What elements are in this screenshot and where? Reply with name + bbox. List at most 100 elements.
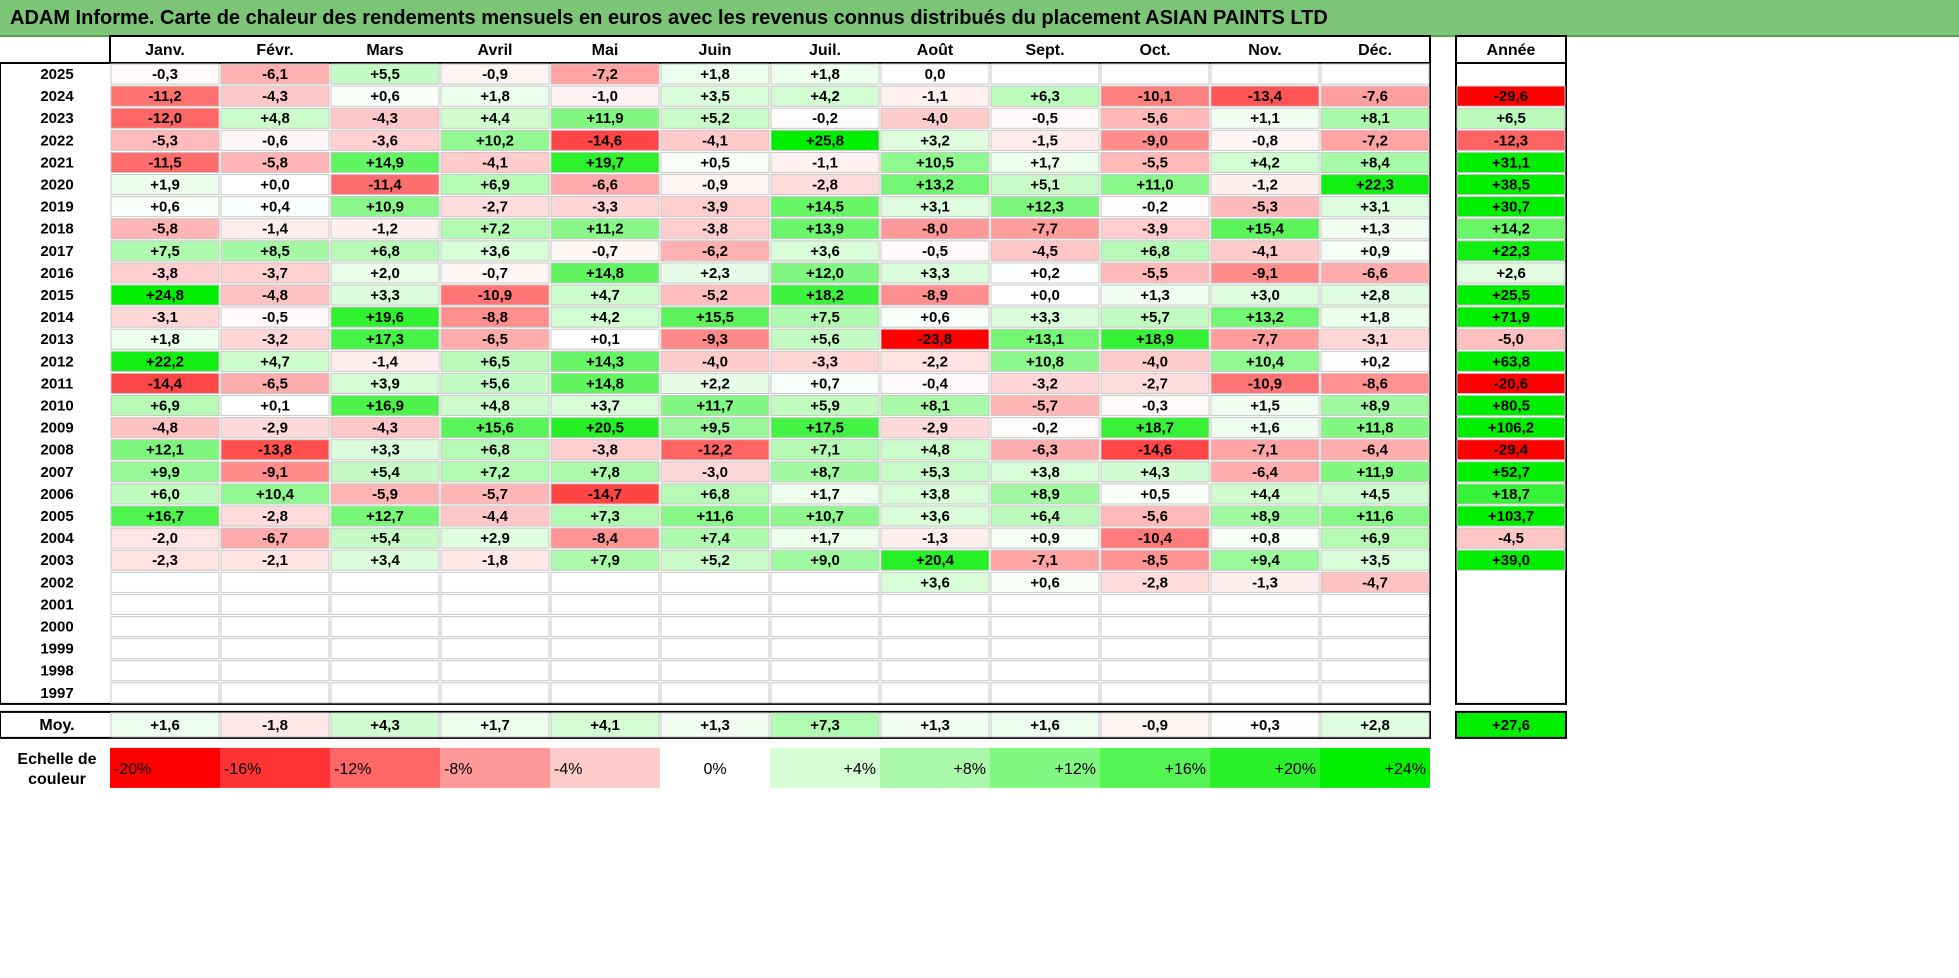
annual-value-2023: +6,5 bbox=[1496, 110, 1526, 127]
cell-value-2012-7: -3,3 bbox=[812, 353, 838, 370]
year-label-2000: 2000 bbox=[40, 619, 73, 636]
year-label-2003: 2003 bbox=[40, 552, 73, 569]
year-label-2022: 2022 bbox=[40, 132, 73, 149]
cell-value-2018-4: +7,2 bbox=[480, 221, 510, 238]
cell-2012-12 bbox=[1320, 350, 1430, 372]
cell-value-2018-2: -1,4 bbox=[262, 221, 289, 238]
annual-value-2003: +39,0 bbox=[1492, 552, 1530, 569]
cell-value-2017-6: -6,2 bbox=[702, 243, 728, 260]
year-label-2023: 2023 bbox=[40, 110, 73, 127]
cell-2016-3 bbox=[330, 262, 440, 284]
month-header-6: Juin bbox=[699, 42, 732, 59]
cell-2002-10 bbox=[1100, 571, 1210, 593]
cell-value-2003-9: -7,1 bbox=[1032, 552, 1058, 569]
cell-value-2013-2: -3,2 bbox=[262, 331, 288, 348]
cell-2023-5 bbox=[550, 107, 660, 129]
cell-2023-12 bbox=[1320, 107, 1430, 129]
color-scale-swatch-3 bbox=[330, 747, 440, 788]
cell-value-2003-7: +9,0 bbox=[810, 552, 840, 569]
cell-2013-1 bbox=[110, 328, 220, 350]
cell-2010-6 bbox=[660, 395, 770, 417]
cell-2021-12 bbox=[1320, 151, 1430, 173]
cell-value-2005-9: +6,4 bbox=[1030, 508, 1060, 525]
cell-2000-4 bbox=[440, 616, 550, 638]
year-label-2013: 2013 bbox=[40, 331, 73, 348]
cell-1997-3 bbox=[330, 682, 440, 704]
cell-value-2005-11: +8,9 bbox=[1250, 508, 1280, 525]
cell-2009-4 bbox=[440, 417, 550, 439]
cell-value-2006-5: -14,7 bbox=[588, 486, 622, 503]
cell-2017-12 bbox=[1320, 240, 1430, 262]
cell-value-2024-8: -1,1 bbox=[922, 88, 948, 105]
cell-value-2002-11: -1,3 bbox=[1252, 574, 1278, 591]
cell-value-2004-7: +1,7 bbox=[810, 530, 840, 547]
year-label-2024: 2024 bbox=[40, 88, 74, 105]
cell-value-2010-4: +4,8 bbox=[480, 398, 510, 415]
cell-value-2019-9: +12,3 bbox=[1026, 199, 1064, 216]
cell-2009-9 bbox=[990, 417, 1100, 439]
cell-2021-1 bbox=[110, 151, 220, 173]
cell-1997-4 bbox=[440, 682, 550, 704]
average-annual-value: +27,6 bbox=[1492, 717, 1530, 734]
cell-2000-5 bbox=[550, 616, 660, 638]
cell-2003-10 bbox=[1100, 549, 1210, 571]
annual-value-2014: +71,9 bbox=[1492, 309, 1530, 326]
cell-2013-5 bbox=[550, 328, 660, 350]
cell-2023-7 bbox=[770, 107, 880, 129]
cell-2011-6 bbox=[660, 372, 770, 394]
cell-value-2010-3: +16,9 bbox=[366, 398, 404, 415]
cell-value-2017-8: -0,5 bbox=[922, 243, 948, 260]
annual-cell-2006 bbox=[1456, 483, 1566, 505]
month-header-7: Juil. bbox=[809, 42, 841, 59]
cell-value-2025-4: -0,9 bbox=[482, 66, 508, 83]
color-scale-stop-7: +4% bbox=[844, 761, 876, 778]
cell-value-2022-4: +10,2 bbox=[476, 132, 514, 149]
year-label-2015: 2015 bbox=[40, 287, 73, 304]
cell-value-2021-2: -5,8 bbox=[262, 154, 288, 171]
cell-value-2007-5: +7,8 bbox=[590, 464, 620, 481]
cell-value-2022-1: -5,3 bbox=[152, 132, 178, 149]
cell-2014-2 bbox=[220, 306, 330, 328]
annual-cell-2017 bbox=[1456, 240, 1566, 262]
cell-2011-11 bbox=[1210, 372, 1320, 394]
cell-value-2011-3: +3,9 bbox=[370, 375, 400, 392]
annual-value-2018: +14,2 bbox=[1492, 221, 1530, 238]
annual-cell-2009 bbox=[1456, 417, 1566, 439]
cell-value-2021-6: +0,5 bbox=[700, 154, 730, 171]
cell-2022-8 bbox=[880, 129, 990, 151]
cell-value-2023-5: +11,9 bbox=[586, 110, 623, 127]
month-header-11: Nov. bbox=[1248, 42, 1281, 59]
cell-value-2022-6: -4,1 bbox=[702, 132, 728, 149]
cell-2011-12 bbox=[1320, 372, 1430, 394]
cell-2017-9 bbox=[990, 240, 1100, 262]
cell-2024-11 bbox=[1210, 85, 1320, 107]
cell-2012-5 bbox=[550, 350, 660, 372]
cell-value-2020-8: +13,2 bbox=[916, 177, 954, 194]
cell-value-2024-5: -1,0 bbox=[592, 88, 618, 105]
cell-value-2021-5: +19,7 bbox=[586, 154, 624, 171]
cell-2008-11 bbox=[1210, 439, 1320, 461]
cell-value-2008-12: -6,4 bbox=[1362, 442, 1389, 459]
cell-1999-9 bbox=[990, 638, 1100, 660]
cell-value-2018-7: +13,9 bbox=[806, 221, 844, 238]
cell-value-2023-9: -0,5 bbox=[1032, 110, 1058, 127]
cell-value-2013-10: +18,9 bbox=[1136, 331, 1174, 348]
cell-2009-10 bbox=[1100, 417, 1210, 439]
average-label: Moy. bbox=[39, 717, 74, 734]
cell-value-2016-10: -5,5 bbox=[1142, 265, 1168, 282]
cell-2008-9 bbox=[990, 439, 1100, 461]
cell-2018-5 bbox=[550, 218, 660, 240]
cell-2006-6 bbox=[660, 483, 770, 505]
cell-1998-7 bbox=[770, 660, 880, 682]
cell-value-2005-6: +11,6 bbox=[696, 508, 733, 525]
cell-2009-11 bbox=[1210, 417, 1320, 439]
cell-2002-9 bbox=[990, 571, 1100, 593]
annual-cell-2018 bbox=[1456, 218, 1566, 240]
cell-2024-4 bbox=[440, 85, 550, 107]
cell-value-2009-9: -0,2 bbox=[1032, 420, 1058, 437]
cell-value-2014-9: +3,3 bbox=[1030, 309, 1060, 326]
year-label-1998: 1998 bbox=[40, 663, 73, 680]
month-header-3: Mars bbox=[366, 42, 403, 59]
cell-value-2018-1: -5,8 bbox=[152, 221, 178, 238]
year-label-2012: 2012 bbox=[40, 353, 73, 370]
